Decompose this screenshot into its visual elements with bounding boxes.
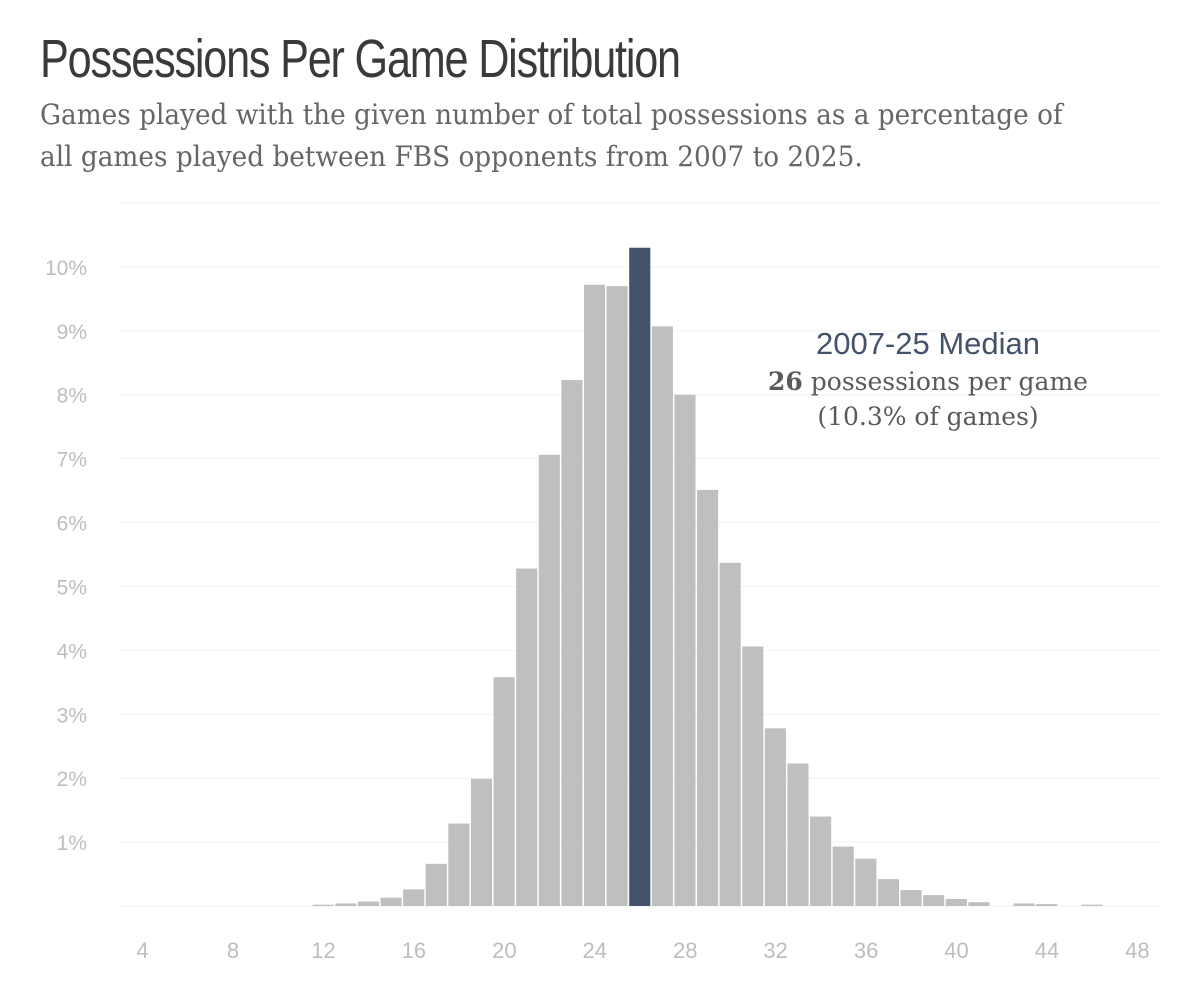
- bar-33: [787, 763, 809, 906]
- bar-21: [516, 568, 538, 906]
- y-tick-label: 9%: [57, 321, 87, 344]
- y-axis-ticks: 1% 2% 3% 4% 5% 6% 7% 8% 9% 10%: [45, 257, 87, 855]
- bar-15: [380, 897, 402, 906]
- x-tick-label: 8: [227, 938, 239, 963]
- bar-29: [697, 489, 719, 906]
- bar-41: [968, 902, 990, 906]
- bar-31: [742, 646, 764, 906]
- bar-23: [561, 380, 583, 906]
- x-tick-label: 16: [402, 938, 426, 963]
- bar-26: [629, 247, 651, 907]
- x-tick-label: 28: [673, 938, 697, 963]
- bar-22: [538, 454, 560, 906]
- y-tick-label: 4%: [57, 640, 87, 663]
- bar-24: [583, 284, 606, 906]
- y-tick-label: 8%: [57, 385, 87, 408]
- annotation-share: (10.3% of games): [817, 402, 1038, 431]
- annotation-value: 26: [768, 367, 803, 396]
- y-tick-label: 7%: [57, 449, 87, 472]
- bar-13: [335, 903, 357, 906]
- x-tick-label: 32: [763, 938, 787, 963]
- y-tick-label: 6%: [57, 513, 87, 536]
- x-tick-label: 40: [944, 938, 968, 963]
- x-tick-label: 48: [1125, 938, 1149, 963]
- bar-28: [674, 394, 696, 906]
- bar-37: [877, 879, 899, 906]
- bar-19: [470, 778, 493, 906]
- x-tick-label: 24: [583, 938, 607, 963]
- chart-subtitle: Games played with the given number of to…: [40, 98, 1063, 173]
- y-tick-label: 10%: [45, 257, 87, 280]
- annotation-title: 2007-25 Median: [816, 326, 1040, 361]
- annotation-value-suffix: possessions per game: [811, 367, 1088, 396]
- bar-16: [403, 889, 425, 906]
- median-annotation: 2007-25 Median 26 possessions per game (…: [768, 326, 1088, 431]
- y-tick-label: 5%: [57, 576, 87, 599]
- bar-36: [855, 858, 877, 906]
- bar-38: [900, 890, 922, 906]
- bar-14: [357, 901, 379, 906]
- y-tick-label: 3%: [57, 704, 87, 727]
- bar-46: [1081, 904, 1103, 906]
- x-tick-label: 4: [136, 938, 148, 963]
- bars: [312, 247, 1103, 907]
- x-axis-ticks: 4 8 12 16 20 24 28 32 36 40 44 48: [136, 938, 1149, 963]
- bar-43: [1013, 903, 1035, 906]
- bar-40: [945, 898, 967, 906]
- y-tick-label: 2%: [57, 768, 87, 791]
- annotation-detail: 26 possessions per game: [768, 367, 1088, 396]
- bar-44: [1036, 904, 1058, 906]
- bar-12: [312, 904, 334, 906]
- bar-35: [832, 846, 854, 906]
- bar-27: [651, 326, 673, 906]
- x-tick-label: 20: [492, 938, 516, 963]
- x-tick-label: 44: [1035, 938, 1059, 963]
- chart-title: Possessions Per Game Distribution: [40, 29, 681, 89]
- bar-39: [923, 895, 945, 906]
- bar-17: [425, 863, 447, 906]
- bar-30: [719, 562, 741, 906]
- x-tick-label: 12: [311, 938, 335, 963]
- y-tick-label: 1%: [57, 832, 87, 855]
- bar-25: [606, 286, 628, 907]
- bar-34: [810, 816, 832, 906]
- bar-32: [764, 728, 786, 906]
- bar-18: [448, 823, 470, 906]
- x-tick-label: 36: [854, 938, 878, 963]
- bar-20: [493, 677, 515, 906]
